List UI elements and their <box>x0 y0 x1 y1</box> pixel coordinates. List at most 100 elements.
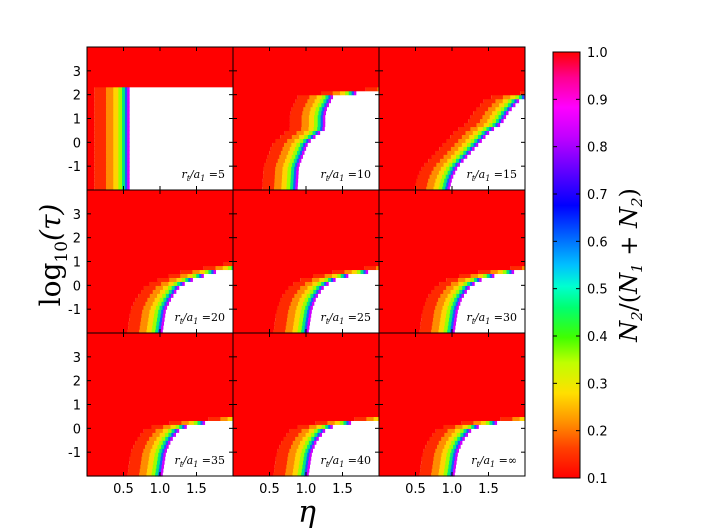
heatmap-cell <box>164 301 167 306</box>
heatmap-cell <box>299 456 304 461</box>
heatmap-cell <box>315 130 318 135</box>
heatmap-cell <box>105 126 114 132</box>
heatmap-cell <box>459 293 462 298</box>
heatmap-cell <box>124 106 128 112</box>
heatmap-cell <box>128 468 141 473</box>
heatmap-cell <box>159 448 163 453</box>
heatmap-cell <box>451 460 455 465</box>
heatmap-cell <box>379 384 525 390</box>
heatmap-cell <box>157 460 161 465</box>
heatmap-cell <box>294 317 300 322</box>
heatmap-cell <box>313 428 318 433</box>
heatmap-cell <box>141 313 150 318</box>
heatmap-cell <box>87 404 233 410</box>
heatmap-cell <box>233 344 379 350</box>
heatmap-cell <box>113 150 119 155</box>
heatmap-cell <box>317 428 321 433</box>
heatmap-cell <box>426 186 434 191</box>
panel: rt/a1 =15 <box>378 46 526 191</box>
heatmap-cell <box>309 301 313 306</box>
heatmap-cell <box>113 174 119 179</box>
heatmap-cell <box>453 452 456 457</box>
heatmap-cell <box>379 340 525 346</box>
heatmap-cell <box>233 404 379 410</box>
heatmap-cell <box>113 166 119 171</box>
heatmap-cell <box>438 440 447 445</box>
heatmap-cell <box>434 285 447 290</box>
heatmap-cell <box>447 325 452 330</box>
heatmap-cell <box>161 301 165 306</box>
heatmap-cell <box>155 305 160 310</box>
heatmap-cell <box>440 313 447 318</box>
heatmap-cell <box>444 468 449 473</box>
heatmap-cell <box>450 297 455 302</box>
heatmap-cell <box>444 178 448 183</box>
heatmap-cell <box>317 102 322 108</box>
heatmap-cell <box>87 66 233 72</box>
heatmap-cell <box>87 134 95 139</box>
heatmap-cell <box>492 110 498 116</box>
heatmap-cell <box>421 460 434 465</box>
heatmap-cell <box>466 142 471 147</box>
heatmap-cell <box>124 94 128 100</box>
heatmap-cell <box>150 448 157 453</box>
heatmap-cell <box>141 456 150 461</box>
heatmap-cell <box>307 452 310 457</box>
heatmap-cell <box>162 428 169 433</box>
y-tick-label: 2 <box>73 375 81 390</box>
heatmap-cell <box>184 424 187 429</box>
heatmap-cell <box>127 102 130 108</box>
heatmap-cell <box>233 233 379 239</box>
heatmap-cell <box>233 372 379 378</box>
heatmap-cell <box>351 269 358 275</box>
heatmap-cell <box>274 186 282 191</box>
heatmap-cell <box>306 472 309 477</box>
heatmap-cell <box>127 106 130 112</box>
heatmap-cell <box>461 134 470 139</box>
panel-label: rt/a1 =30 <box>466 311 517 326</box>
heatmap-cell <box>293 325 299 330</box>
heatmap-cell <box>454 317 457 322</box>
heatmap-cell <box>159 297 164 302</box>
heatmap-cell <box>289 122 302 128</box>
heatmap-cell <box>124 130 128 135</box>
heatmap-cell <box>379 213 525 219</box>
heatmap-cell <box>113 90 119 96</box>
heatmap-cell <box>233 229 379 235</box>
heatmap-cell <box>118 170 123 175</box>
heatmap-cell <box>454 460 457 465</box>
heatmap-cell <box>113 142 119 147</box>
heatmap-cell <box>150 305 157 310</box>
heatmap-cell <box>316 289 319 294</box>
heatmap-cell <box>306 293 311 298</box>
heatmap-cell <box>443 301 450 306</box>
heatmap-cell <box>321 94 326 100</box>
heatmap-cell <box>287 313 296 318</box>
heatmap-cell <box>322 118 326 124</box>
heatmap-cell <box>421 317 434 322</box>
heatmap-cell <box>286 178 291 183</box>
heatmap-cell <box>447 329 451 334</box>
heatmap-cell <box>199 273 202 278</box>
heatmap-cell <box>159 460 163 465</box>
heatmap-cell <box>312 134 316 139</box>
heatmap-cell <box>233 138 276 143</box>
heatmap-cell <box>113 154 119 159</box>
heatmap-cell <box>421 456 434 461</box>
heatmap-cell <box>94 146 107 151</box>
heatmap-cell <box>316 424 322 429</box>
heatmap-cell <box>379 396 525 402</box>
heatmap-cell <box>421 313 434 318</box>
heatmap-cell <box>87 106 95 112</box>
heatmap-cell <box>274 170 283 175</box>
heatmap-cell <box>379 408 525 414</box>
heatmap-cell <box>118 174 123 179</box>
heatmap-cell <box>139 325 148 330</box>
heatmap-cell <box>173 289 177 294</box>
heatmap-cell <box>281 186 287 191</box>
heatmap-cell <box>273 472 286 477</box>
heatmap-cell <box>379 285 435 290</box>
heatmap-cell <box>292 162 296 167</box>
heatmap-cell <box>486 273 490 278</box>
heatmap-cell <box>294 138 300 143</box>
